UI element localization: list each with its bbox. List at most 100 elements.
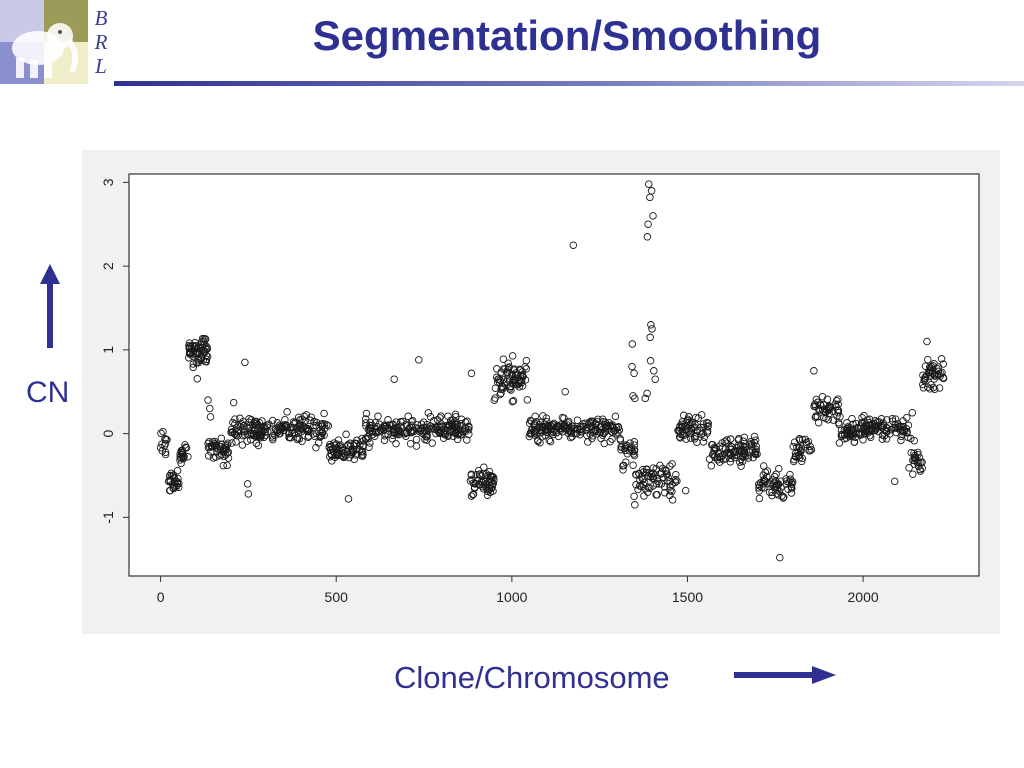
data-point [421, 435, 429, 444]
data-point [773, 486, 781, 494]
data-point [506, 383, 514, 391]
data-point [333, 450, 341, 458]
data-point [810, 367, 818, 375]
data-point [632, 481, 640, 489]
data-point [930, 385, 939, 393]
data-point [295, 435, 304, 443]
data-point [668, 460, 676, 468]
data-point [687, 426, 696, 434]
data-point [215, 442, 223, 451]
data-point [178, 448, 186, 457]
data-point [657, 469, 666, 477]
data-point [752, 447, 760, 455]
data-point [592, 420, 600, 428]
y-tick-label: 2 [100, 262, 116, 270]
data-point [200, 340, 208, 348]
data-point [327, 442, 336, 450]
data-point [920, 376, 928, 385]
data-point [772, 482, 781, 491]
data-point [896, 426, 904, 435]
data-point [630, 369, 638, 378]
data-point [573, 424, 581, 433]
data-point [750, 432, 759, 441]
data-point [467, 369, 476, 378]
data-point [217, 434, 226, 443]
data-point [594, 415, 602, 424]
data-point [390, 375, 398, 383]
data-point [643, 233, 652, 241]
data-point [496, 376, 504, 384]
data-point [223, 461, 231, 470]
data-point [843, 426, 851, 435]
data-point [202, 358, 210, 366]
data-point [736, 458, 744, 466]
data-point [567, 429, 576, 437]
data-point [296, 416, 304, 424]
data-point [778, 492, 786, 500]
data-point [269, 435, 277, 444]
data-point [373, 422, 382, 431]
data-point [632, 471, 641, 479]
data-point [641, 394, 650, 403]
data-point [467, 492, 476, 500]
data-point [824, 415, 832, 424]
x-tick-label: 1500 [672, 589, 703, 605]
data-point [472, 470, 481, 479]
data-point [730, 451, 739, 460]
data-point [206, 404, 214, 413]
data-point [651, 375, 659, 383]
data-point [469, 490, 478, 498]
data-point [368, 427, 377, 435]
data-point [597, 434, 605, 443]
data-point [628, 340, 637, 348]
data-point [648, 325, 656, 333]
data-point [454, 430, 462, 439]
data-point [433, 416, 442, 424]
data-point [414, 424, 423, 433]
data-point [338, 446, 347, 454]
data-point [811, 413, 820, 422]
data-point [194, 355, 203, 363]
data-point [172, 482, 181, 490]
data-point [681, 422, 689, 431]
data-point [486, 488, 494, 497]
data-point [339, 453, 348, 461]
data-point [671, 476, 680, 484]
data-point [202, 342, 210, 350]
data-point [415, 356, 423, 364]
data-point [318, 429, 327, 437]
data-point [726, 450, 735, 458]
data-point [704, 419, 712, 428]
data-point [342, 430, 350, 439]
data-point [320, 431, 328, 439]
data-point [205, 442, 213, 451]
data-point [232, 424, 241, 432]
data-point [412, 442, 421, 450]
data-point [835, 439, 844, 447]
data-point [707, 462, 716, 470]
data-point [424, 409, 433, 417]
data-point [904, 421, 913, 430]
data-point [268, 416, 277, 425]
data-point [488, 480, 497, 489]
data-point [486, 475, 494, 483]
data-point [429, 417, 438, 425]
data-point [889, 417, 897, 425]
data-point [316, 433, 324, 441]
data-point [427, 425, 435, 433]
data-point [381, 430, 390, 438]
data-point [304, 427, 312, 436]
data-point [903, 428, 911, 436]
data-point [362, 409, 371, 418]
data-point [509, 397, 518, 405]
data-point [452, 413, 460, 421]
data-point [508, 352, 517, 360]
data-point [332, 449, 341, 457]
data-point [770, 472, 779, 481]
data-point [313, 418, 321, 427]
data-point [162, 435, 170, 444]
data-point [886, 430, 894, 438]
logo-letter-b: B [94, 6, 108, 30]
data-point [346, 448, 355, 457]
data-point [523, 396, 532, 404]
